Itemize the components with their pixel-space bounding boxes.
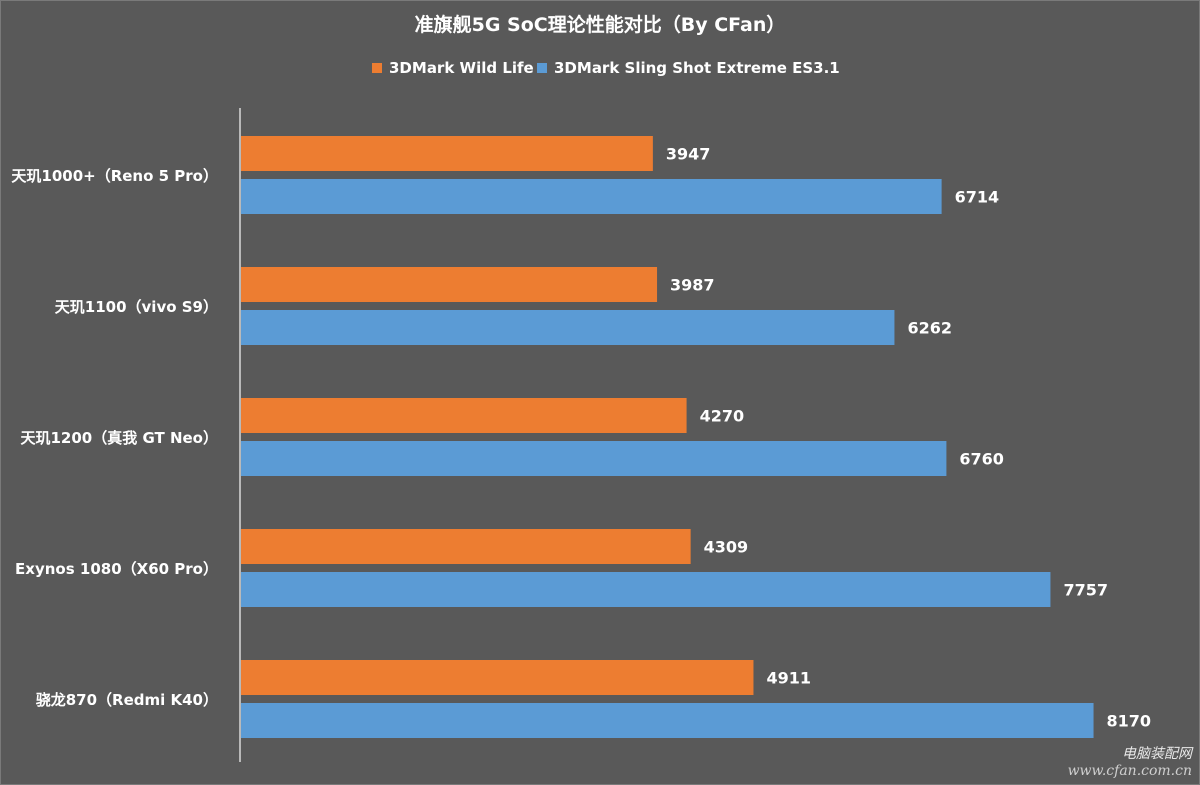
chart-title: 准旗舰5G SoC理论性能对比（By CFan） <box>415 13 786 36</box>
bar-sling-shot <box>241 703 1094 738</box>
bar-sling-shot <box>241 441 947 476</box>
value-label: 6760 <box>959 450 1004 469</box>
value-label: 7757 <box>1063 581 1108 600</box>
value-labels: 3947 6714 3987 6262 4270 6760 4309 7757 4911 8170 <box>666 145 1151 731</box>
value-label: 8170 <box>1107 712 1152 731</box>
bar-wild-life <box>241 267 658 302</box>
category-label: 天玑1200（真我 GT Neo） <box>20 429 218 447</box>
legend-swatch-2 <box>537 63 547 73</box>
value-label: 6262 <box>907 319 952 338</box>
watermark: 电脑装配网 www.cfan.com.cn <box>1068 746 1194 779</box>
bars-group <box>241 136 1094 738</box>
watermark-cn: 电脑装配网 <box>1122 746 1194 762</box>
value-label: 4911 <box>766 669 811 688</box>
bar-wild-life <box>241 398 687 433</box>
legend-label-2: 3DMark Sling Shot Extreme ES3.1 <box>554 59 840 77</box>
category-label: 天玑1000+（Reno 5 Pro） <box>11 167 218 185</box>
category-label: 天玑1100（vivo S9） <box>55 298 218 316</box>
value-label: 3987 <box>670 276 715 295</box>
category-label: Exynos 1080（X60 Pro） <box>15 560 218 578</box>
legend-label-1: 3DMark Wild Life <box>389 59 534 77</box>
category-label: 骁龙870（Redmi K40） <box>36 691 218 709</box>
value-label: 4270 <box>700 407 745 426</box>
watermark-url: www.cfan.com.cn <box>1068 763 1192 779</box>
value-label: 6714 <box>955 188 1000 207</box>
category-labels: 天玑1000+（Reno 5 Pro） 天玑1100（vivo S9） 天玑1200… <box>11 167 218 709</box>
bar-wild-life <box>241 136 653 171</box>
bar-sling-shot <box>241 310 895 345</box>
bar-sling-shot <box>241 179 942 214</box>
value-label: 4309 <box>704 538 749 557</box>
legend-swatch-1 <box>372 63 382 73</box>
bar-wild-life <box>241 529 691 564</box>
value-label: 3947 <box>666 145 711 164</box>
bar-wild-life <box>241 660 754 695</box>
legend: 3DMark Wild Life 3DMark Sling Shot Extrem… <box>372 59 840 77</box>
bar-sling-shot <box>241 572 1051 607</box>
